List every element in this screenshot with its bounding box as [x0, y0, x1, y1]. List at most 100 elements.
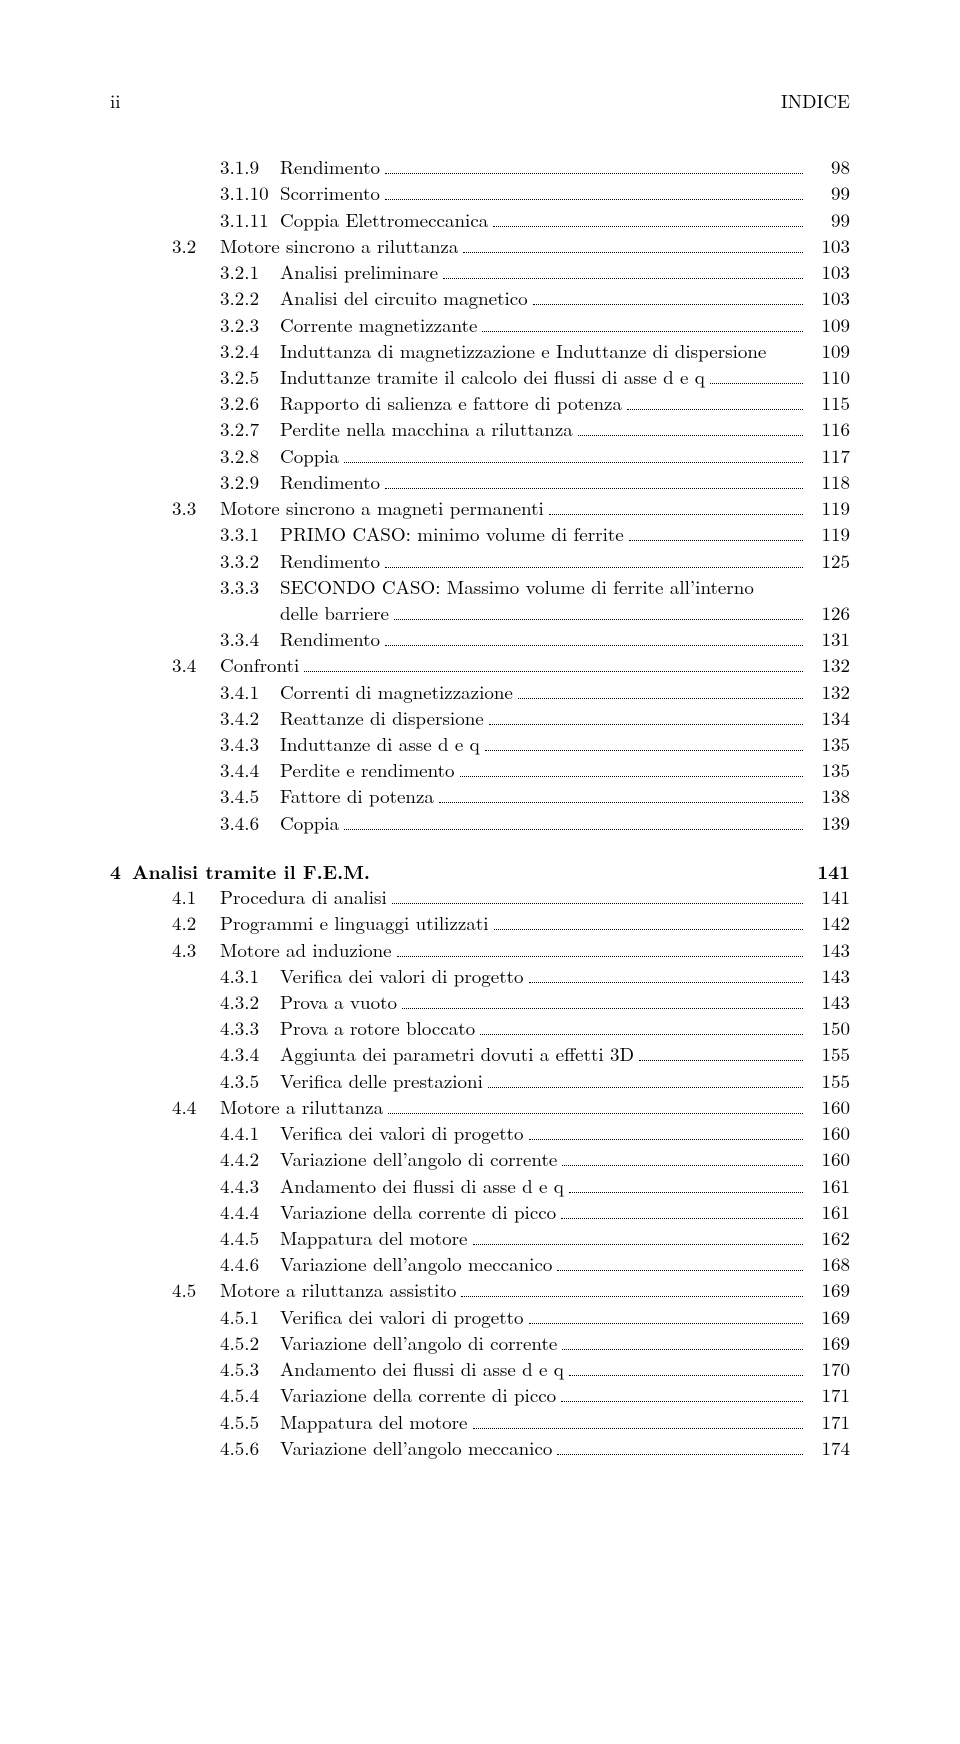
toc-leader-dots — [627, 396, 803, 411]
toc-entry-title: Induttanza di magnetizzazione e Induttan… — [280, 338, 766, 364]
toc-entry-title: Coppia Elettromeccanica — [280, 207, 488, 233]
toc-entry-number: 3.4.5 — [220, 783, 280, 809]
toc-entry-title: Verifica dei valori di progetto — [280, 1120, 524, 1146]
toc-leader-dots — [460, 763, 803, 778]
toc-row: 3.2.2Analisi del circuito magnetico103 — [110, 285, 850, 311]
toc-entry-page: 99 — [808, 207, 850, 233]
toc-row: 3.2Motore sincrono a riluttanza103 — [110, 233, 850, 259]
toc-entry-number: 3.2.5 — [220, 364, 280, 390]
toc-entry-number: 3.4.3 — [220, 731, 280, 757]
toc-entry-title: Programmi e linguaggi utilizzati — [220, 910, 489, 936]
toc-entry-number: 3.3.1 — [220, 521, 280, 547]
toc-row: 4.1Procedura di analisi141 — [110, 884, 850, 910]
toc-row: 3.4.6Coppia139 — [110, 810, 850, 836]
toc-row: 3.1.10Scorrimento99 — [110, 180, 850, 206]
toc-leader-dots — [485, 736, 803, 751]
toc-row: 4.4.5Mappatura del motore162 — [110, 1225, 850, 1251]
toc-leader-dots — [562, 1335, 803, 1350]
toc-entry-title: Perdite nella macchina a riluttanza — [280, 416, 573, 442]
toc-leader-dots — [344, 448, 803, 463]
toc-entry-page: 169 — [808, 1277, 850, 1303]
toc-entry-page: 109 — [808, 312, 850, 338]
toc-entry-page: 141 — [808, 858, 850, 884]
toc-leader-dots — [562, 1152, 803, 1167]
toc-entry-title: Andamento dei flussi di asse d e q — [280, 1356, 564, 1382]
toc-row: 3.2.4Induttanza di magnetizzazione e Ind… — [110, 338, 850, 364]
toc-entry-page: 98 — [808, 154, 850, 180]
toc-leader-dots — [561, 1204, 803, 1219]
toc-row: 3.2.6Rapporto di salienza e fattore di p… — [110, 390, 850, 416]
toc-entry-page: 150 — [808, 1015, 850, 1041]
toc-leader-dots — [549, 500, 803, 515]
toc-gap — [110, 836, 850, 858]
toc-entry-page: 161 — [808, 1173, 850, 1199]
toc-entry-title: Coppia — [280, 443, 339, 469]
toc-entry-page: 142 — [808, 910, 850, 936]
toc-leader-dots — [392, 889, 803, 904]
toc-entry-number: 3.3.4 — [220, 626, 280, 652]
toc-entry-number: 4.3 — [172, 937, 220, 963]
toc-entry-title: delle barriere — [280, 600, 389, 626]
toc-entry-page: 143 — [808, 989, 850, 1015]
toc-entry-number: 3.3 — [172, 495, 220, 521]
toc-leader-dots — [710, 369, 803, 384]
toc-entry-title: Variazione della corrente di picco — [280, 1199, 556, 1225]
toc-entry-page: 103 — [808, 233, 850, 259]
toc-entry-page: 118 — [808, 469, 850, 495]
toc-entry-number: 3.4.4 — [220, 757, 280, 783]
toc-entry-page: 143 — [808, 937, 850, 963]
toc-entry-number: 3.1.11 — [220, 207, 280, 233]
toc-entry-page: 174 — [808, 1435, 850, 1461]
toc-row: 3.3.2Rendimento125 — [110, 548, 850, 574]
running-head: ii INDICE — [110, 88, 850, 114]
toc-row: 3.2.7Perdite nella macchina a riluttanza… — [110, 416, 850, 442]
toc-entry-number: 4.4.4 — [220, 1199, 280, 1225]
toc-entry-title: Induttanze tramite il calcolo dei flussi… — [280, 364, 705, 390]
toc-row: 4.2Programmi e linguaggi utilizzati 142 — [110, 910, 850, 936]
toc-entry-title: Rapporto di salienza e fattore di potenz… — [280, 390, 622, 416]
toc-row: 3.4.4Perdite e rendimento135 — [110, 757, 850, 783]
toc-entry-number: 3.2.8 — [220, 443, 280, 469]
toc-entry-title: Prova a vuoto — [280, 989, 397, 1015]
toc-leader-dots — [569, 1178, 803, 1193]
toc-entry-title: Reattanze di dispersione — [280, 705, 484, 731]
toc-leader-dots — [461, 1283, 803, 1298]
toc-entry-number: 3.4.6 — [220, 810, 280, 836]
toc-entry-title: Variazione dell’angolo di corrente — [280, 1330, 557, 1356]
toc-entry-title: Rendimento — [280, 154, 380, 180]
toc-row: 3.2.1Analisi preliminare103 — [110, 259, 850, 285]
toc-entry-page: 132 — [808, 652, 850, 678]
toc-row: 3.3.1PRIMO CASO: minimo volume di ferrit… — [110, 521, 850, 547]
toc-entry-page: 135 — [808, 757, 850, 783]
toc-leader-dots — [397, 942, 803, 957]
toc-leader-dots — [494, 916, 803, 931]
toc-row: 4.5Motore a riluttanza assistito169 — [110, 1277, 850, 1303]
toc-entry-number: 3.2.1 — [220, 259, 280, 285]
toc-leader-dots — [488, 1073, 803, 1088]
toc-entry-title: Confronti — [220, 652, 299, 678]
toc-entry-page: 162 — [808, 1225, 850, 1251]
toc-leader-dots — [304, 658, 803, 673]
toc-leader-dots — [394, 605, 803, 620]
toc-leader-dots — [561, 1388, 803, 1403]
toc-entry-page: 171 — [808, 1382, 850, 1408]
toc-entry-title: Motore a riluttanza — [220, 1094, 383, 1120]
toc-leader-dots — [482, 317, 803, 332]
toc-row: 4.5.6Variazione dell’angolo meccanico174 — [110, 1435, 850, 1461]
toc-row: 3.1.9Rendimento98 — [110, 154, 850, 180]
toc-entry-number: 3.2.2 — [220, 285, 280, 311]
toc-entry-number: 4.2 — [172, 910, 220, 936]
toc-entry-number: 3.4 — [172, 652, 220, 678]
toc-entry-title: Analisi tramite il F.E.M. — [132, 858, 370, 884]
toc-row: 4.3.4Aggiunta dei parametri dovuti a eff… — [110, 1041, 850, 1067]
toc-entry-number: 4.4.2 — [220, 1146, 280, 1172]
toc-entry-number: 3.2 — [172, 233, 220, 259]
document-page: ii INDICE 3.1.9Rendimento983.1.10Scorrim… — [0, 0, 960, 1744]
toc-entry-page: 160 — [808, 1094, 850, 1120]
toc-row: 3.3.3SECONDO CASO: Massimo volume di fer… — [110, 574, 850, 600]
toc-row: 3.4Confronti 132 — [110, 652, 850, 678]
toc-leader-dots — [443, 264, 803, 279]
toc-entry-page: 138 — [808, 783, 850, 809]
toc-leader-dots — [639, 1047, 803, 1062]
toc-entry-number: 4.4.1 — [220, 1120, 280, 1146]
